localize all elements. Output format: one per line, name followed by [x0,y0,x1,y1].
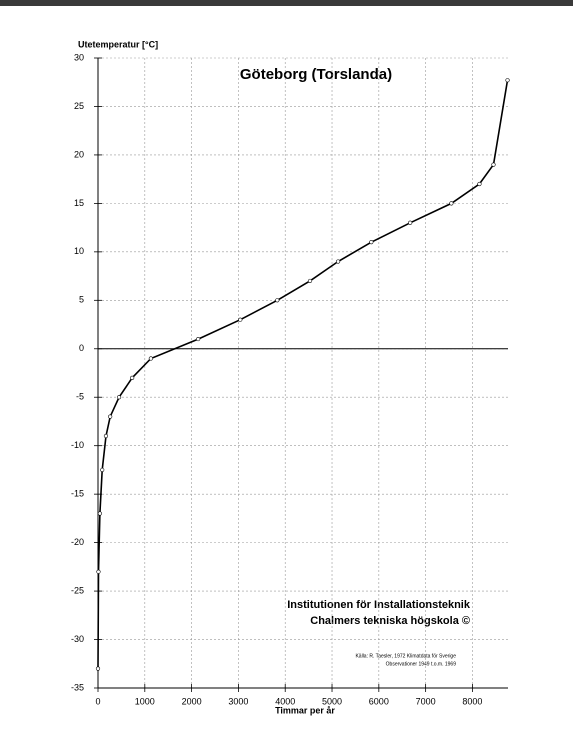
chart-title: Göteborg (Torslanda) [240,66,392,83]
data-point [108,414,113,419]
x-tick-label: 2000 [182,696,202,706]
y-tick-label: 0 [79,343,84,353]
y-tick-label: 5 [79,295,84,305]
data-point [116,395,122,400]
x-tick-label: 5000 [322,696,342,706]
data-point [505,78,510,83]
data-point [97,511,102,516]
y-tick-label: -15 [71,489,84,499]
y-tick-label: 25 [74,101,84,111]
data-point [307,278,313,284]
data-point [491,162,496,167]
x-axis-label: Timmar per år [275,705,335,715]
data-point [103,433,109,439]
y-tick-label: -10 [71,440,84,450]
data-point [130,375,135,380]
y-tick-label: 15 [74,198,84,208]
x-tick-label: 8000 [462,696,482,706]
y-tick-label: -30 [71,634,84,644]
y-tick-label: -35 [71,682,84,692]
x-tick-label: 6000 [369,696,389,706]
data-point [369,240,374,245]
source: Källa: R. Taesler, 1972 Klimatdata för S… [355,653,456,659]
data-point [196,336,201,342]
x-tick-label: 4000 [275,696,295,706]
data-point [408,220,413,225]
y-tick-label: -25 [71,585,84,595]
y-tick-label: 10 [74,246,84,256]
y-tick-label: 20 [74,149,84,159]
y-tick-label: 30 [74,52,84,62]
annotation: Chalmers tekniska högskola © [310,615,470,627]
data-point [100,467,105,473]
annotation: Institutionen för Installationsteknik [287,599,471,611]
top-bar [0,0,573,6]
x-tick-label: 3000 [228,696,248,706]
data-point [96,569,101,574]
y-tick-label: -5 [76,392,84,402]
data-point [477,181,482,187]
x-tick-label: 1000 [135,696,155,706]
data-point [336,259,341,264]
y-axis-label: Utetemperatur [°C] [78,39,158,49]
data-point [148,356,153,361]
source: Observationer 1949 t.o.m. 1969 [386,661,457,667]
y-tick-label: -20 [71,537,84,547]
data-point [275,298,280,303]
data-point [449,201,454,206]
x-tick-label: 0 [95,696,100,706]
data-point [95,666,101,671]
x-tick-label: 7000 [416,696,436,706]
data-line [97,80,509,669]
data-point [238,317,243,322]
